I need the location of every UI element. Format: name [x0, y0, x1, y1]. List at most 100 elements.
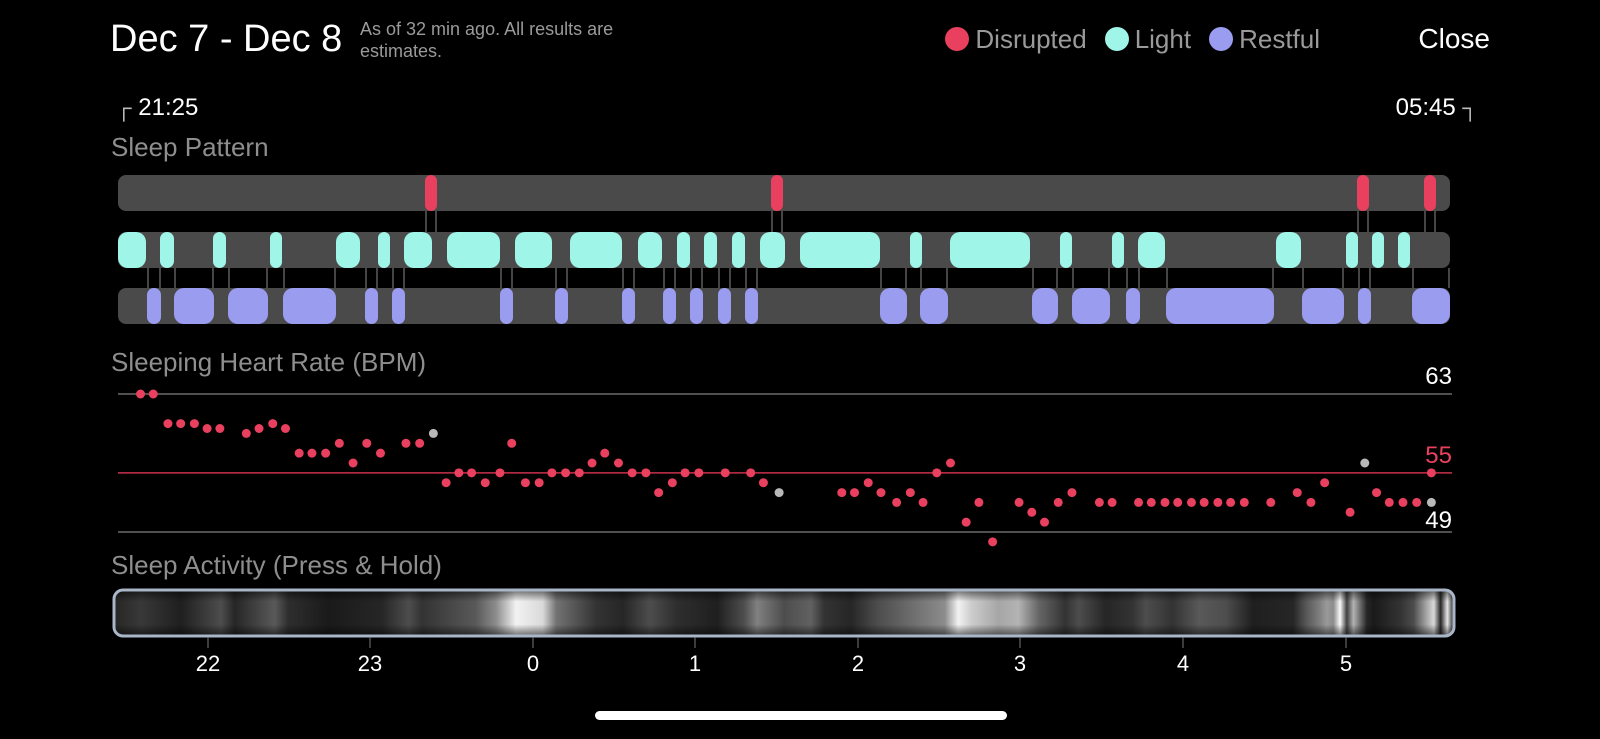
- sleep-pattern-chart: [118, 175, 1450, 324]
- hr-dot: [375, 448, 385, 458]
- hr-dot: [720, 468, 730, 478]
- time-tick-label: 3: [1014, 651, 1026, 676]
- bracket-left-icon: ┌: [116, 95, 132, 120]
- pattern-segment-disrupted: [771, 175, 783, 211]
- estimate-note: As of 32 min ago. All results are estima…: [360, 19, 614, 61]
- hr-dot: [1107, 497, 1117, 507]
- pattern-segment-restful: [1358, 288, 1371, 324]
- pattern-segment-light: [378, 232, 390, 268]
- pattern-segment-restful: [718, 288, 731, 324]
- bracket-right-icon: ┐: [1462, 95, 1478, 120]
- hr-dot: [1053, 497, 1063, 507]
- pattern-segment-light: [118, 232, 146, 268]
- time-tick-label: 23: [358, 651, 382, 676]
- hr-dot: [1014, 497, 1024, 507]
- hr-dot: [334, 438, 344, 448]
- legend: Disrupted Light Restful: [927, 22, 1320, 56]
- hr-dot: [1199, 497, 1209, 507]
- hr-dot: [654, 488, 664, 498]
- hr-dot: [961, 517, 971, 527]
- pattern-segment-restful: [555, 288, 568, 324]
- hr-dot: [974, 497, 984, 507]
- hr-max-value: 63: [1425, 363, 1452, 390]
- hr-dot: [495, 468, 505, 478]
- sleep-activity-label: Sleep Activity (Press & Hold): [111, 550, 442, 580]
- hr-dot: [348, 458, 358, 468]
- hr-dot: [294, 448, 304, 458]
- pattern-segment-restful: [228, 288, 268, 324]
- hr-dot: [587, 458, 597, 468]
- hr-dot: [1239, 497, 1249, 507]
- legend-light: Light: [1104, 23, 1192, 55]
- hr-dot: [694, 468, 704, 478]
- hr-dot-grey: [1426, 497, 1436, 507]
- hr-dot: [1027, 507, 1037, 517]
- pattern-segment-light: [447, 232, 500, 268]
- heart-rate-label: Sleeping Heart Rate (BPM): [111, 347, 427, 377]
- pattern-segment-light: [515, 232, 552, 268]
- hr-dot: [850, 488, 860, 498]
- close-button[interactable]: Close: [1418, 23, 1490, 54]
- hr-dot: [254, 424, 264, 433]
- sleep-activity-bar[interactable]: [112, 588, 1456, 638]
- legend-restful-label: Restful: [1239, 23, 1320, 54]
- pattern-segment-light: [1372, 232, 1384, 268]
- pattern-segment-light: [1346, 232, 1358, 268]
- hr-dot: [1306, 497, 1316, 507]
- hr-dot: [667, 478, 677, 488]
- pattern-segment-light: [1398, 232, 1410, 268]
- pattern-segment-light: [800, 232, 880, 268]
- hr-dot: [905, 488, 915, 498]
- pattern-segment-light: [1276, 232, 1301, 268]
- legend-disrupted-label: Disrupted: [975, 23, 1087, 54]
- pattern-segment-light: [1112, 232, 1124, 268]
- hr-dot: [547, 468, 557, 478]
- hr-dot: [680, 468, 690, 478]
- time-tick-label: 2: [852, 651, 864, 676]
- hr-dot: [1398, 497, 1408, 507]
- hr-dot: [1226, 497, 1236, 507]
- pattern-segment-light: [404, 232, 432, 268]
- pattern-segment-restful: [1032, 288, 1058, 324]
- hr-dot: [1292, 488, 1302, 498]
- hr-dot-grey: [1360, 458, 1370, 468]
- home-indicator[interactable]: [595, 711, 1007, 720]
- pattern-track-restful: [118, 288, 1450, 324]
- hr-dot: [988, 537, 998, 547]
- hr-dot: [561, 468, 571, 478]
- pattern-segment-light: [160, 232, 174, 268]
- hr-dot: [362, 438, 372, 448]
- pattern-segment-restful: [745, 288, 758, 324]
- time-tick-label: 1: [689, 651, 701, 676]
- pattern-segment-disrupted: [1357, 175, 1369, 211]
- pattern-track-disrupted: [118, 175, 1450, 211]
- hr-dot-grey: [428, 428, 438, 438]
- hr-dot: [574, 468, 584, 478]
- pattern-segment-restful: [174, 288, 214, 324]
- pattern-segment-restful: [1412, 288, 1450, 324]
- hr-dot: [837, 488, 847, 498]
- hr-dot: [758, 478, 768, 488]
- pattern-segment-light: [638, 232, 662, 268]
- hr-dot: [507, 438, 517, 448]
- hr-dot: [280, 424, 290, 433]
- hr-dot: [876, 488, 886, 498]
- legend-light-label: Light: [1134, 23, 1192, 54]
- hr-dot: [215, 424, 225, 433]
- hr-dot: [534, 478, 544, 488]
- hr-dot: [136, 389, 146, 399]
- hr-dot-grey: [774, 488, 784, 498]
- pattern-segment-restful: [1072, 288, 1110, 324]
- restful-dot-icon: [1209, 27, 1234, 51]
- hr-dot: [1160, 497, 1170, 507]
- hr-dot: [148, 389, 158, 399]
- pattern-segment-light: [1060, 232, 1072, 268]
- hr-dot: [600, 448, 610, 458]
- time-tick-label: 4: [1177, 651, 1189, 676]
- hr-dot: [918, 497, 928, 507]
- hr-dot: [946, 458, 955, 468]
- hr-dot: [641, 468, 651, 478]
- pattern-segment-light: [760, 232, 785, 268]
- hr-dot: [1067, 488, 1077, 498]
- hr-dot: [892, 497, 902, 507]
